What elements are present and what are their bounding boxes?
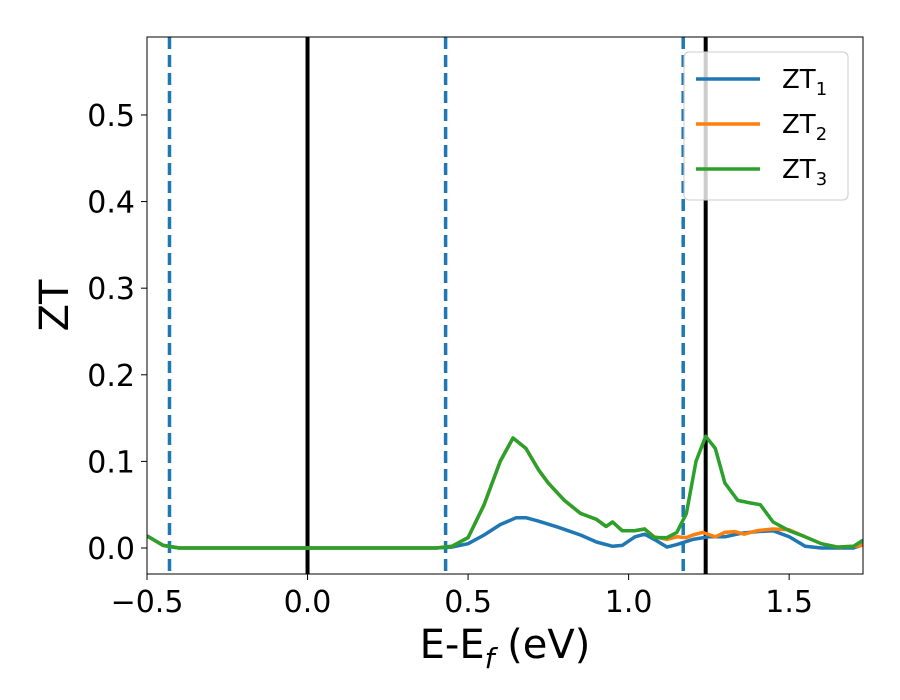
y-tick-label: 0.1 (87, 445, 135, 480)
x-axis-label: E-Ef (eV) (420, 622, 591, 675)
y-tick-label: 0.2 (87, 359, 135, 394)
plot-frame (146, 36, 864, 575)
legend-label-zt2: ZT2 (782, 110, 827, 145)
vertical-lines (167, 37, 708, 574)
legend-label-zt1: ZT1 (782, 65, 827, 100)
x-tick-label: 1.0 (605, 585, 653, 620)
y-axis-ticks: 0.0 0.1 0.2 0.3 0.4 0.5 (87, 99, 147, 567)
legend-label-base: ZT (782, 65, 816, 95)
legend-label-sub: 3 (816, 169, 827, 190)
y-tick-label: 0.0 (87, 532, 135, 567)
x-axis-label-base: E-E (420, 622, 485, 668)
legend-label-zt3: ZT3 (782, 155, 827, 190)
legend-label-base: ZT (782, 155, 816, 185)
y-tick-label: 0.3 (87, 272, 135, 307)
x-tick-label: 1.5 (765, 585, 813, 620)
x-tick-label: 0.5 (444, 585, 492, 620)
series-lines (147, 434, 863, 550)
y-tick-label: 0.5 (87, 99, 135, 134)
x-axis-ticks: −0.5 0.0 0.5 1.0 1.5 (111, 574, 813, 620)
x-axis-label-rest: (eV) (494, 622, 590, 668)
y-axis-label: ZT (32, 279, 78, 331)
x-tick-label: 0.0 (284, 585, 332, 620)
y-tick-label: 0.4 (87, 186, 135, 221)
legend-box (683, 51, 849, 201)
legend-label-sub: 2 (816, 124, 827, 145)
series-line-zt3 (147, 434, 863, 550)
legend-label-base: ZT (782, 110, 816, 140)
legend-label-sub: 1 (816, 79, 827, 100)
x-tick-label: −0.5 (111, 585, 184, 620)
